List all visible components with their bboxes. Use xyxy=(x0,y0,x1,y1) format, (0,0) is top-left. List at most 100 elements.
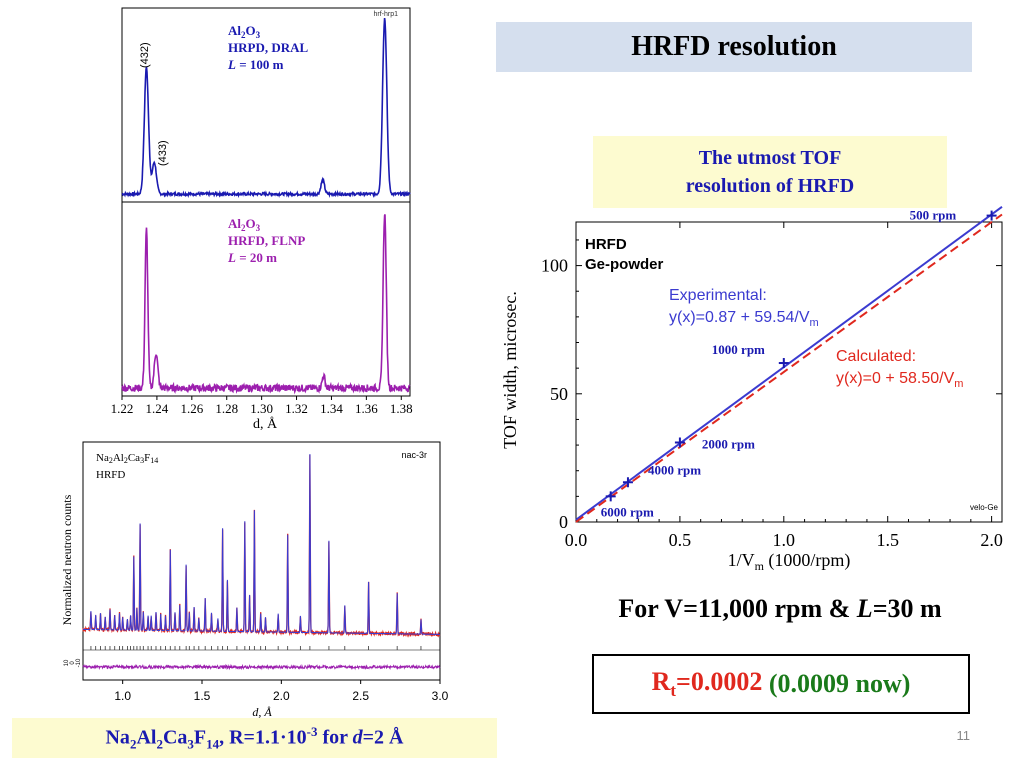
rt-value: Rt=0.0002 xyxy=(652,667,763,701)
slide-title-box: HRFD resolution xyxy=(496,22,972,72)
rt-symbol: R xyxy=(651,666,671,696)
al2o3-tag: hrf-hrp1 xyxy=(373,11,398,18)
experimental-fit-name: Experimental: xyxy=(669,287,767,304)
caption-part: =2 Å xyxy=(362,726,404,749)
calculated-fit-name: Calculated: xyxy=(836,348,916,365)
nac-x-tick-label: 1.0 xyxy=(114,689,131,703)
tof-y-tick-label: 50 xyxy=(550,384,568,404)
nac-caption: Na2Al2Ca3F14, R=1.1·10-3 for d=2 Å xyxy=(105,724,403,753)
al2o3-x-tick-label: 1.34 xyxy=(320,401,343,416)
speed-l-symbol: L xyxy=(856,594,873,623)
al2o3-x-tick-label: 1.28 xyxy=(215,401,238,416)
data-point: 4000 rpm xyxy=(622,462,701,488)
caption-part: for xyxy=(317,726,353,749)
al2o3-bottom-distance: L = 20 m xyxy=(227,250,277,265)
nac-y-label: Normalized neutron counts xyxy=(60,494,74,625)
al2o3-x-tick-label: 1.24 xyxy=(146,401,169,416)
al2o3-x-tick-label: 1.30 xyxy=(250,401,273,416)
al2o3-bottom-formula: Al2O3 xyxy=(228,216,261,233)
tof-y-tick-label: 100 xyxy=(541,256,568,276)
caption-part: 3 xyxy=(187,736,194,752)
nac-caption-box: Na2Al2Ca3F14, R=1.1·10-3 for d=2 Å xyxy=(12,718,497,758)
al2o3-top-panel: hrf-hrp1 Al2O3 HRPD, DRAL L = 100 m (432… xyxy=(121,7,411,203)
nac-difference-trace xyxy=(82,663,441,671)
nac-difference-scale-label: 10 xyxy=(64,659,70,666)
al2o3-top-instrument: HRPD, DRAL xyxy=(228,40,308,55)
caption-part: Na xyxy=(105,726,130,749)
caption-part: -3 xyxy=(306,723,318,739)
tof-axes: 0.0 0.5 1.0 1.5 2.0 0 50 100 xyxy=(541,222,1003,550)
speed-statement: For V=11,000 rpm & L=30 m xyxy=(520,594,1024,624)
al2o3-top-frame xyxy=(121,7,411,203)
nac-reflection-ticks xyxy=(90,646,422,650)
al2o3-x-tick-label: 1.26 xyxy=(180,401,203,416)
resolution-callout: The utmost TOF resolution of HRFD xyxy=(593,136,947,208)
callout-line-2: resolution of HRFD xyxy=(685,175,855,197)
tof-y-tick-label: 0 xyxy=(559,512,568,532)
nac-calculated-trace xyxy=(83,454,440,635)
data-point-label: 4000 rpm xyxy=(648,462,701,477)
tof-title-line-2: Ge-powder xyxy=(585,256,664,273)
peak-label-433: (433) xyxy=(157,140,169,166)
rt-result-box: Rt=0.0002 (0.0009 now) xyxy=(592,654,970,714)
al2o3-bottom-panel: Al2O3 HRFD, FLNP L = 20 m xyxy=(121,201,411,397)
nac-instrument: HRFD xyxy=(96,469,125,481)
nac-difference-scale-label: 0 xyxy=(70,661,76,665)
caption-part: d xyxy=(352,726,363,749)
tof-x-tick-label: 1.5 xyxy=(876,530,899,550)
nac-difference-scale: 10 0 -10 xyxy=(64,658,82,667)
data-point-label: 2000 rpm xyxy=(702,437,755,452)
nac-x-tick-label: 2.0 xyxy=(273,689,290,703)
al2o3-x-tick-label: 1.36 xyxy=(355,401,378,416)
al2o3-bottom-instrument: HRFD, FLNP xyxy=(228,233,305,248)
slide-title: HRFD resolution xyxy=(631,31,837,62)
nac-frame xyxy=(82,441,441,681)
data-point: 6000 rpm xyxy=(601,491,654,519)
callout-line-1: The utmost TOF xyxy=(698,147,842,169)
calculated-fit-equation: y(x)=0 + 58.50/Vm xyxy=(836,370,963,390)
tof-frame xyxy=(575,221,1003,523)
caption-part: Ca xyxy=(162,726,188,749)
al2o3-dral-trace xyxy=(121,17,411,199)
rt-current: (0.0009 now) xyxy=(768,669,911,698)
caption-part: 2 xyxy=(156,736,163,752)
fit-line-calculated xyxy=(575,213,1003,523)
slide-number: 11 xyxy=(956,728,971,743)
al2o3-flnp-trace xyxy=(121,214,411,395)
tof-x-tick-label: 0.5 xyxy=(669,530,692,550)
al2o3-x-tick-label: 1.38 xyxy=(390,401,413,416)
nac-x-tick-label: 1.5 xyxy=(194,689,211,703)
experimental-fit-equation: y(x)=0.87 + 59.54/Vm xyxy=(669,309,819,329)
nac-x-tick-label: 2.5 xyxy=(352,689,369,703)
speed-prefix: For V=11,000 rpm & xyxy=(618,594,857,623)
tof-x-label: 1/Vm (1000/rpm) xyxy=(728,550,851,573)
tof-x-tick-label: 0.0 xyxy=(565,530,588,550)
nac-tag: nac-3r xyxy=(401,450,427,460)
peak-label-432: (432) xyxy=(139,42,151,68)
al2o3-x-label: d, Å xyxy=(253,416,278,432)
tof-y-label: TOF width, microsec. xyxy=(500,291,520,449)
speed-suffix: =30 m xyxy=(872,594,942,623)
caption-part: F xyxy=(193,726,207,749)
tof-title-line-1: HRFD xyxy=(585,236,627,253)
tof-x-tick-label: 1.0 xyxy=(773,530,796,550)
caption-part: 14 xyxy=(206,736,220,752)
al2o3-x-axis: 1.22 1.24 1.26 1.28 1.30 1.32 1.34 1.36 1.38 xyxy=(111,396,413,416)
data-point: 500 rpm xyxy=(910,208,997,223)
data-point-label: 1000 rpm xyxy=(712,342,765,357)
rt-subscript: t xyxy=(670,681,677,701)
tof-tag: velo-Ge xyxy=(970,503,999,512)
al2o3-top-formula: Al2O3 xyxy=(228,23,261,40)
data-point-label: 500 rpm xyxy=(910,208,957,223)
data-point: 1000 rpm xyxy=(712,342,789,369)
al2o3-bottom-frame xyxy=(121,201,411,397)
caption-part: 2 xyxy=(129,736,137,752)
al2o3-top-distance: L = 100 m xyxy=(227,57,284,72)
nac-x-label: d, Å xyxy=(252,705,272,719)
caption-part: , R=1.1·10 xyxy=(219,726,307,749)
nac-formula: Na2Al2Ca3F14 xyxy=(96,452,158,465)
